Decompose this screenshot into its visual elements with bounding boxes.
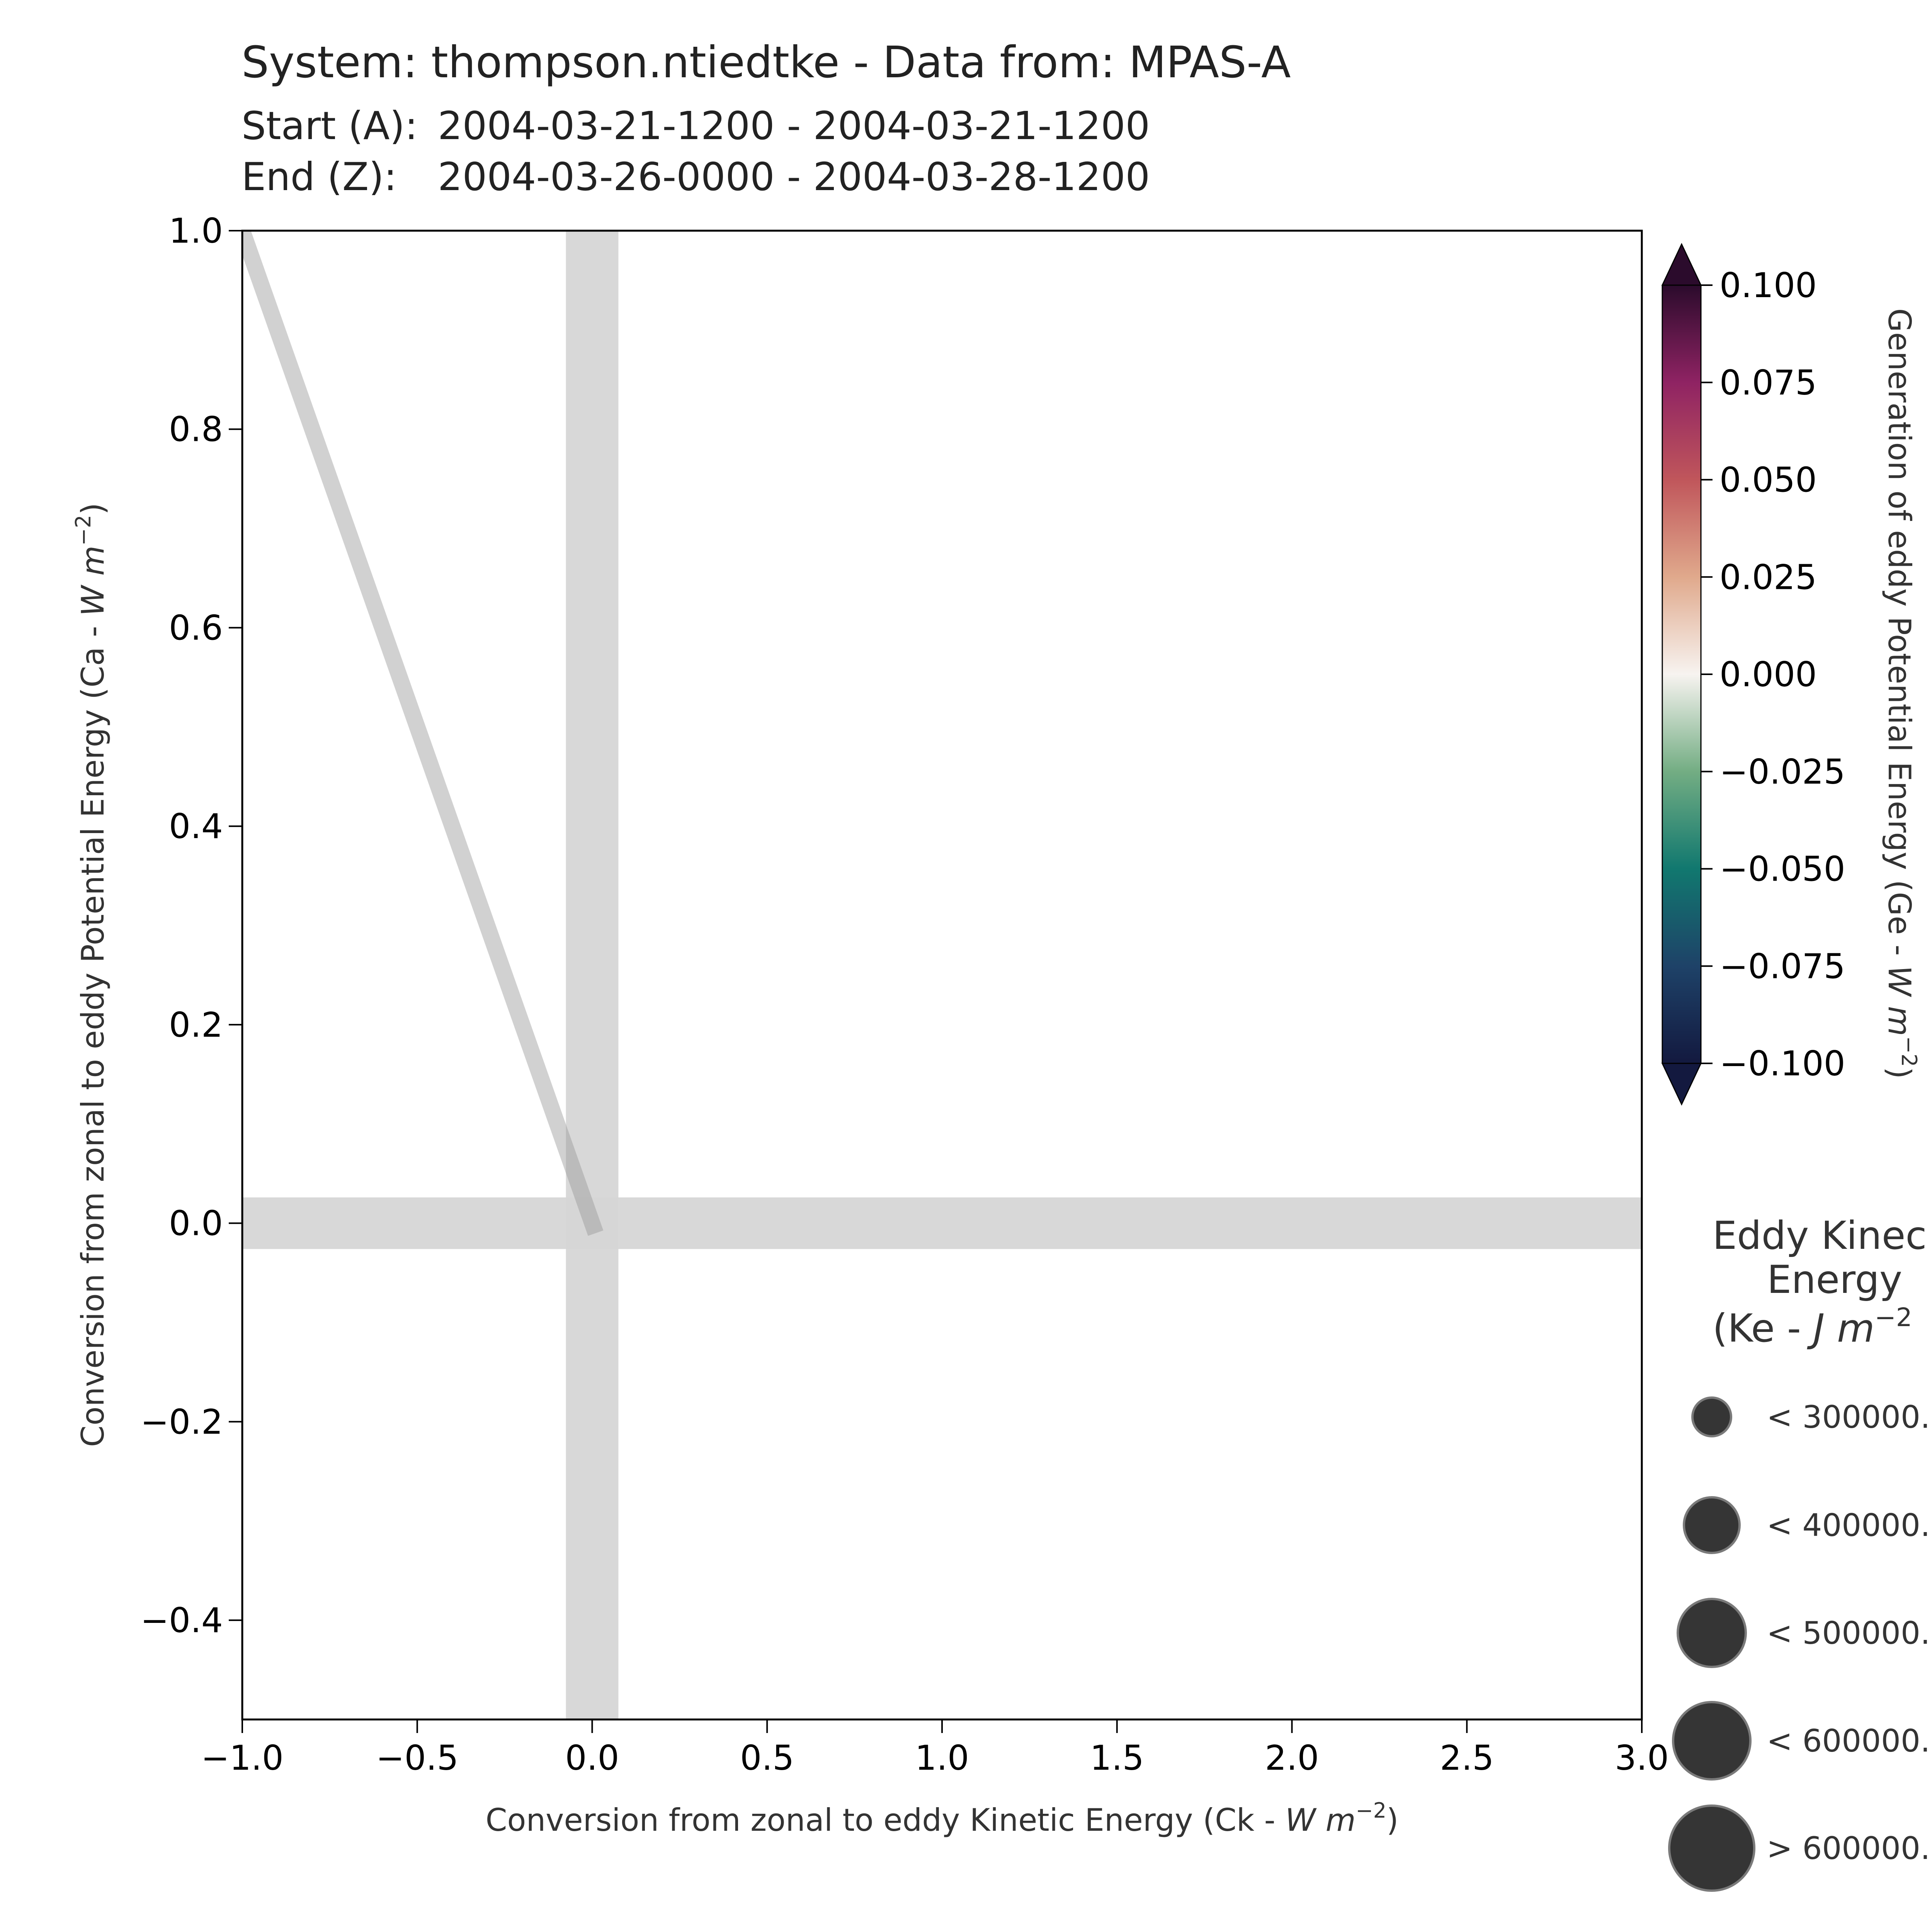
- colorbar-ticks: 0.100 0.075 0.050 0.025 0.000 −0.025 −0.050 −0.…: [1701, 265, 1845, 1083]
- x-tick-label: 3.0: [1615, 1738, 1669, 1778]
- legend-label: < 600000.: [1767, 1723, 1930, 1759]
- legend-title-line1: Eddy Kinec: [1713, 1213, 1927, 1258]
- colorbar-extend-bottom: [1661, 1063, 1702, 1106]
- colorbar-tick-label: 0.050: [1719, 460, 1817, 500]
- legend-label: < 500000.: [1767, 1615, 1930, 1651]
- trajectory-layer: [242, 231, 604, 1236]
- x-tick-label: 2.5: [1440, 1738, 1494, 1778]
- y-tick-label: 0.4: [169, 806, 223, 846]
- colorbar-tick-label: −0.025: [1719, 752, 1845, 792]
- colorbar-tick-label: 0.100: [1719, 265, 1817, 305]
- colorbar-tick-label: 0.075: [1719, 363, 1817, 403]
- y-tick-label: 0.8: [169, 410, 223, 449]
- trajectory-line: [242, 231, 604, 1236]
- legend-label: < 400000.: [1767, 1507, 1930, 1543]
- y-tick-label: 0.0: [169, 1204, 223, 1243]
- x-axis-label: Conversion from zonal to eddy Kinetic En…: [486, 1798, 1399, 1838]
- legend-title-line3: (Ke - J m−2: [1713, 1303, 1912, 1351]
- colorbar-tick-label: 0.000: [1719, 655, 1817, 694]
- colorbar-tick-label: −0.050: [1719, 849, 1845, 889]
- chart-title: System: thompson.ntiedtke - Data from: M…: [242, 37, 1291, 88]
- legend-items: < 300000. < 400000. < 500000. < 600000. > 60…: [1668, 1396, 1930, 1892]
- colorbar-label: Generation of eddy Potential Energy (Ge …: [1881, 308, 1921, 1079]
- start-value: 2004-03-21-1200 - 2004-03-21-1200: [438, 103, 1150, 148]
- end-label: End (Z):: [242, 154, 397, 199]
- legend-label: > 600000.: [1767, 1830, 1930, 1866]
- legend-title-line2: Energy: [1767, 1257, 1902, 1302]
- zero-ck-band: [566, 231, 619, 1719]
- y-tick-label: −0.4: [140, 1600, 223, 1640]
- legend-marker: [1683, 1496, 1741, 1554]
- colorbar-tick-label: 0.025: [1719, 557, 1817, 597]
- x-tick-label: 0.0: [565, 1738, 619, 1778]
- colorbar-extend-top: [1661, 243, 1702, 286]
- zero-ca-band: [242, 1197, 1642, 1249]
- legend-marker: [1677, 1598, 1747, 1668]
- y-tick-label: 0.2: [169, 1005, 223, 1045]
- y-axis-label: Conversion from zonal to eddy Potential …: [71, 503, 111, 1447]
- plot-background: [242, 231, 1642, 1719]
- colorbar: 0.100 0.075 0.050 0.025 0.000 −0.025 −0.050 −0.…: [1661, 243, 1921, 1106]
- x-tick-label: 1.5: [1090, 1738, 1144, 1778]
- colorbar-tick-label: −0.100: [1719, 1044, 1845, 1083]
- y-axis-ticks: −0.4 −0.2 0.0 0.2 0.4 0.6 0.8 1.0: [140, 211, 242, 1640]
- x-tick-label: 2.0: [1265, 1738, 1319, 1778]
- start-label: Start (A):: [242, 103, 418, 148]
- plot-area: −1.0 −0.5 0.0 0.5 1.0 1.5 2.0 2.5 3.0 −0.4 −0.2 0.…: [140, 211, 1669, 1778]
- reference-bands: [242, 231, 1642, 1719]
- x-tick-label: −0.5: [376, 1738, 459, 1778]
- legend-label: < 300000.: [1767, 1399, 1930, 1435]
- y-tick-label: 0.6: [169, 608, 223, 648]
- x-tick-label: −1.0: [201, 1738, 284, 1778]
- legend-marker: [1672, 1701, 1752, 1781]
- end-value: 2004-03-26-0000 - 2004-03-28-1200: [438, 154, 1150, 199]
- x-axis-ticks: −1.0 −0.5 0.0 0.5 1.0 1.5 2.0 2.5 3.0: [201, 1719, 1669, 1778]
- colorbar-gradient: [1662, 285, 1701, 1063]
- legend-marker: [1668, 1804, 1755, 1892]
- y-tick-label: 1.0: [169, 211, 223, 251]
- y-tick-label: −0.2: [140, 1402, 223, 1442]
- colorbar-tick-label: −0.075: [1719, 946, 1845, 986]
- x-tick-label: 0.5: [740, 1738, 794, 1778]
- legend-marker: [1691, 1396, 1732, 1437]
- x-tick-label: 1.0: [915, 1738, 969, 1778]
- size-legend: Eddy Kinec Energy (Ke - J m−2 < 300000.<…: [1668, 1213, 1930, 1892]
